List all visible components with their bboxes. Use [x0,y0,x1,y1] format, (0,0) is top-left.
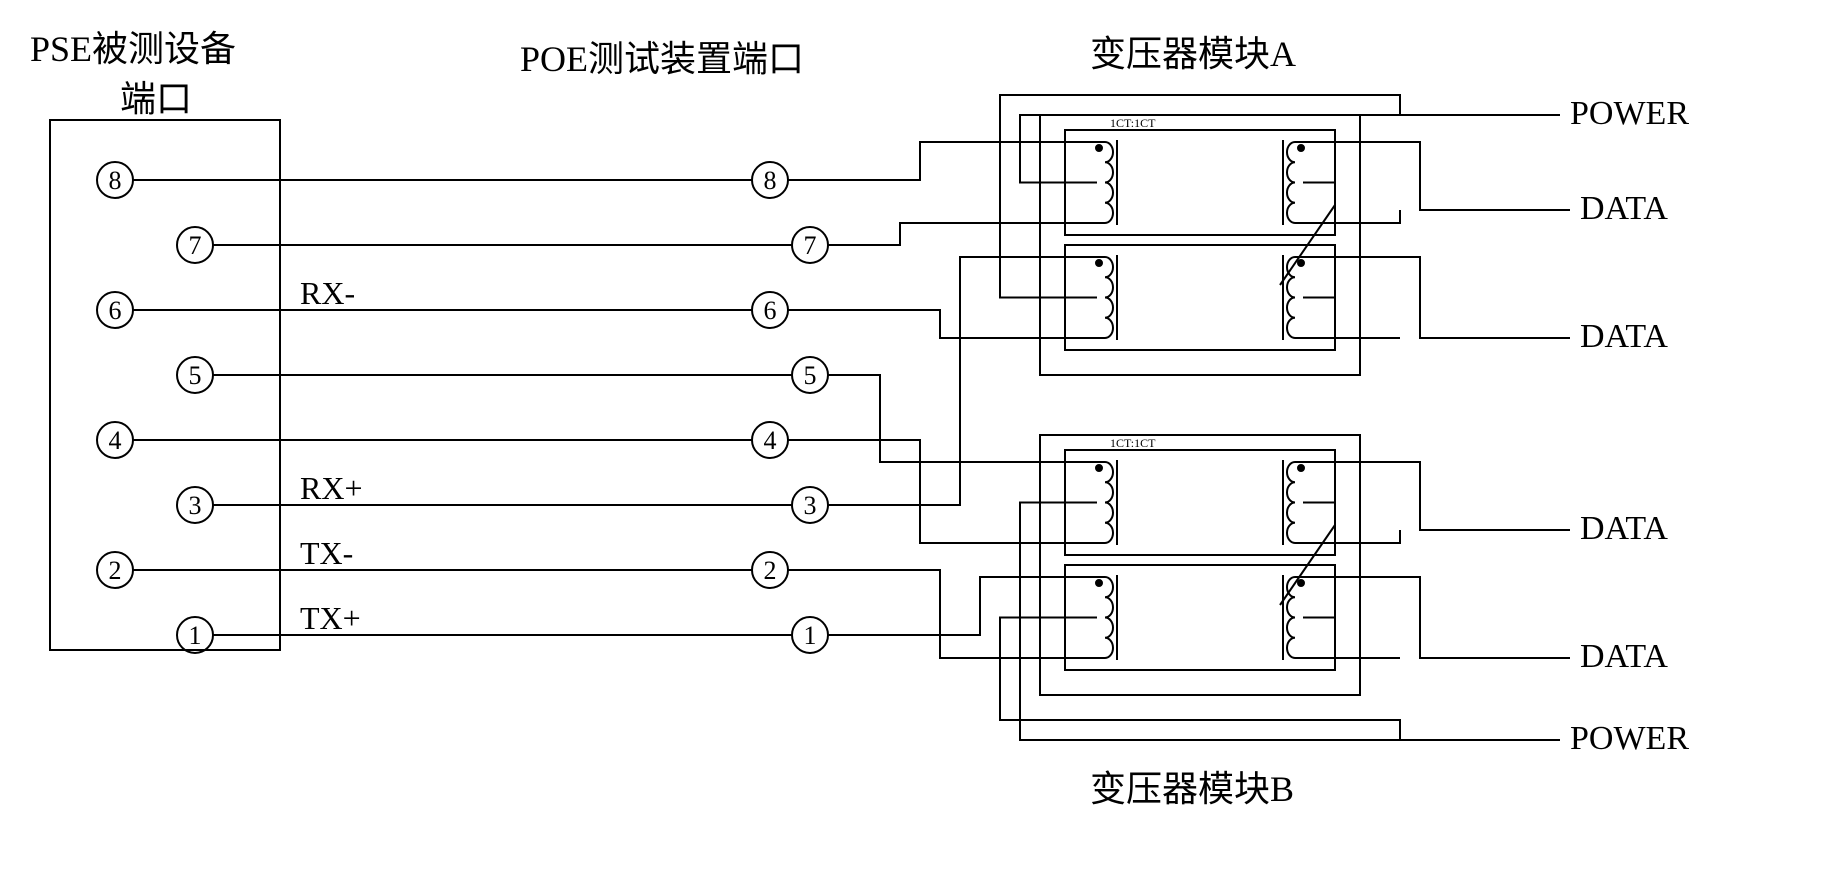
data-label-1: DATA [1580,190,1668,228]
svg-text:3: 3 [804,491,817,520]
rx-plus-label: RX+ [300,470,363,507]
svg-text:1CT:1CT: 1CT:1CT [1110,116,1156,130]
svg-text:1: 1 [189,621,202,650]
svg-text:8: 8 [764,166,777,195]
power-label-bottom: POWER [1570,720,1689,758]
tx-minus-label: TX- [300,535,353,572]
svg-text:3: 3 [189,491,202,520]
svg-text:2: 2 [764,556,777,585]
svg-text:5: 5 [804,361,817,390]
data-label-4: DATA [1580,638,1668,676]
svg-text:5: 5 [189,361,202,390]
data-label-3: DATA [1580,510,1668,548]
pse-subtitle: 端口 [120,70,192,122]
data-label-2: DATA [1580,318,1668,356]
svg-text:4: 4 [764,426,777,455]
svg-text:8: 8 [109,166,122,195]
svg-text:1: 1 [804,621,817,650]
pse-title: PSE被测设备 [30,20,236,72]
tx-plus-label: TX+ [300,600,361,637]
transformer-b-title: 变压器模块B [1090,760,1294,812]
power-label-top: POWER [1570,95,1689,133]
svg-text:6: 6 [109,296,122,325]
rx-minus-label: RX- [300,275,355,312]
svg-text:2: 2 [109,556,122,585]
diagram-svg: 8 7 6 5 4 3 2 1 8 7 6 5 4 3 2 1 1CT:1CT 1CT:1CT [20,20,1823,858]
svg-text:7: 7 [189,231,202,260]
svg-text:4: 4 [109,426,122,455]
transformer-a-title: 变压器模块A [1090,25,1296,77]
svg-text:7: 7 [804,231,817,260]
svg-text:6: 6 [764,296,777,325]
diagram-canvas: 8 7 6 5 4 3 2 1 8 7 6 5 4 3 2 1 1CT:1CT 1CT:1CT PSE被测设备 端… [20,20,1823,858]
poe-title: POE测试装置端口 [520,30,804,82]
svg-text:1CT:1CT: 1CT:1CT [1110,436,1156,450]
